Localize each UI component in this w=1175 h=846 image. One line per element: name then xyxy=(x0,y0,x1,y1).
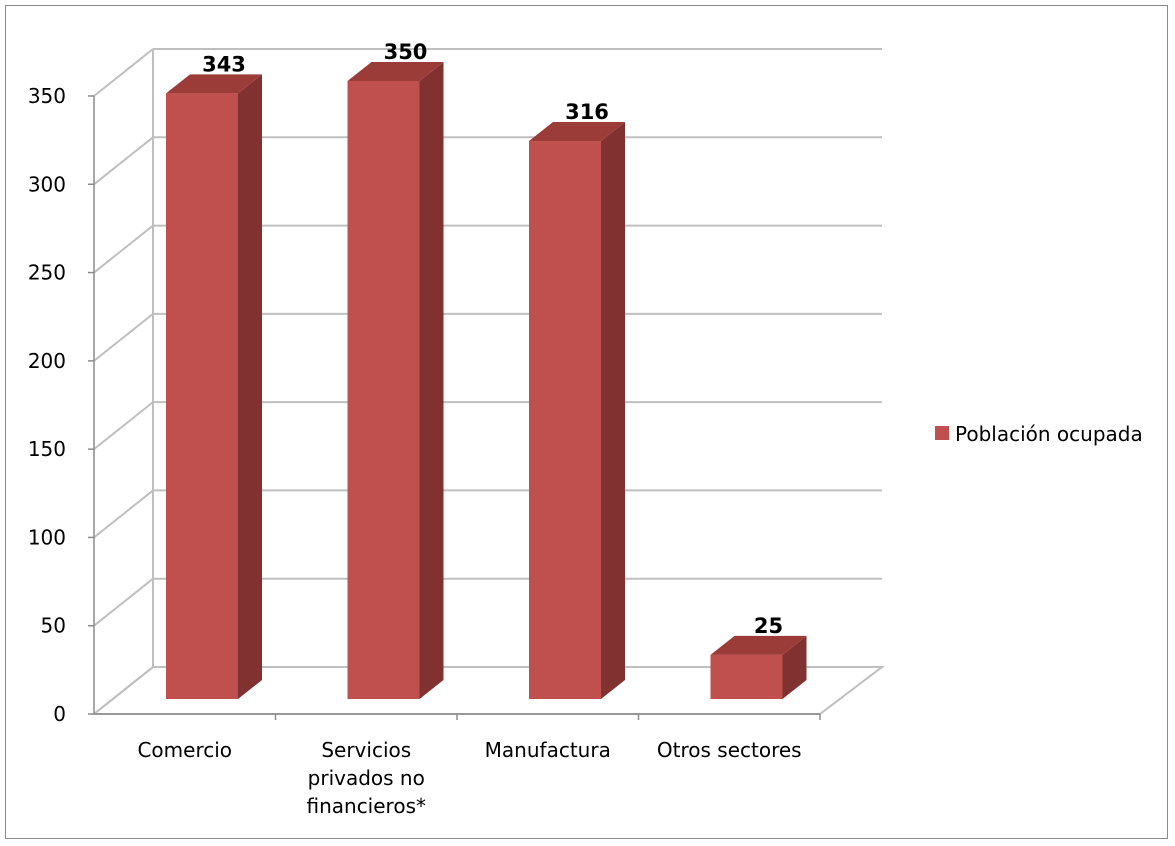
y-tick-label: 350 xyxy=(28,84,66,108)
bar-side xyxy=(419,62,444,699)
legend-swatch xyxy=(935,426,949,440)
side-gridline xyxy=(93,401,154,450)
bar xyxy=(166,74,262,700)
side-gridline xyxy=(93,489,154,539)
side-gridline xyxy=(93,224,154,274)
side-gridline xyxy=(93,48,154,97)
axes xyxy=(88,95,821,720)
bar-side xyxy=(782,635,807,699)
y-tick-label: 300 xyxy=(28,172,66,196)
bar-side xyxy=(601,122,625,699)
bar-top xyxy=(166,74,262,94)
y-tick-label: 250 xyxy=(28,261,66,285)
bar-top xyxy=(529,122,625,142)
data-label: 316 xyxy=(565,100,609,124)
category-labels: Comercio Servicios privados no financieros*… xyxy=(137,738,801,818)
bar xyxy=(529,122,625,699)
bar-top xyxy=(347,62,444,81)
bar xyxy=(347,62,444,699)
y-tick-label: 0 xyxy=(53,702,66,726)
side-gridline xyxy=(93,577,154,627)
side-gridline xyxy=(93,313,154,362)
y-tick-label: 150 xyxy=(28,437,66,461)
category-label: Servicios privados no financieros* xyxy=(306,738,426,818)
category-label: Otros sectores xyxy=(657,738,802,762)
side-gridline xyxy=(93,136,154,186)
y-tick-label: 200 xyxy=(28,349,66,373)
bar-front xyxy=(529,141,601,699)
bar-front xyxy=(347,81,420,699)
category-label: Manufactura xyxy=(485,738,611,762)
y-tick-label: 100 xyxy=(28,525,66,549)
bar-front xyxy=(166,93,238,700)
data-label: 350 xyxy=(384,40,428,64)
gridlines xyxy=(91,48,885,715)
bar xyxy=(710,635,807,699)
data-labels: 343 350 316 25 xyxy=(202,40,783,638)
category-label: Comercio xyxy=(137,738,232,762)
bars xyxy=(166,62,807,700)
legend: Población ocupada xyxy=(935,422,1143,446)
data-label: 25 xyxy=(754,614,783,638)
y-tick-label: 50 xyxy=(41,614,66,638)
bar-front xyxy=(710,654,783,699)
bar-top xyxy=(710,635,807,655)
legend-label: Población ocupada xyxy=(955,422,1143,446)
bar-side xyxy=(238,74,262,700)
y-tick-labels: 0 50 100 150 200 250 300 350 xyxy=(28,84,66,726)
data-label: 343 xyxy=(202,52,246,76)
